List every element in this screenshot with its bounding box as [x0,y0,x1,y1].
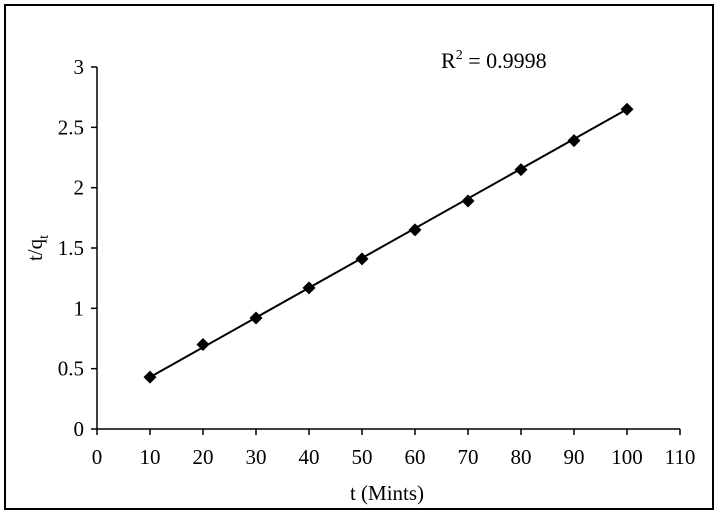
x-tick-label: 110 [665,445,696,469]
data-point [196,338,210,352]
y-ticks: 0 0.5 1 1.5 2 2.5 3 [58,55,97,441]
x-tick-label: 10 [140,445,161,469]
data-point [143,370,157,384]
x-ticks: 0 10 20 30 40 50 60 70 80 90 100 110 [92,429,696,469]
x-tick-label: 0 [92,445,103,469]
data-point [408,223,422,237]
axes [96,67,680,430]
data-point [620,102,634,116]
data-points [143,102,634,384]
y-tick-label: 0.5 [58,357,84,381]
x-tick-label: 30 [246,445,267,469]
y-tick-label: 1 [74,296,85,320]
x-tick-label: 40 [299,445,320,469]
x-tick-label: 70 [458,445,479,469]
y-tick-label: 3 [74,55,85,79]
y-tick-label: 2.5 [58,115,84,139]
data-point [249,311,263,325]
x-tick-label: 50 [352,445,373,469]
data-point [567,134,581,148]
x-tick-label: 20 [193,445,214,469]
data-point [302,281,316,295]
x-tick-label: 100 [611,445,643,469]
y-tick-label: 1.5 [58,236,84,260]
data-point [461,194,475,208]
x-tick-label: 90 [564,445,585,469]
y-axis-title: t/qt [23,235,52,261]
data-point [514,163,528,177]
y-tick-label: 2 [74,176,85,200]
x-tick-label: 60 [405,445,426,469]
x-tick-label: 80 [511,445,532,469]
r2-annotation: R2 = 0.9998 [441,48,547,73]
y-tick-label: 0 [74,417,85,441]
trendline [149,108,628,378]
x-axis-title: t (Mints) [350,481,424,505]
data-point [355,252,369,266]
